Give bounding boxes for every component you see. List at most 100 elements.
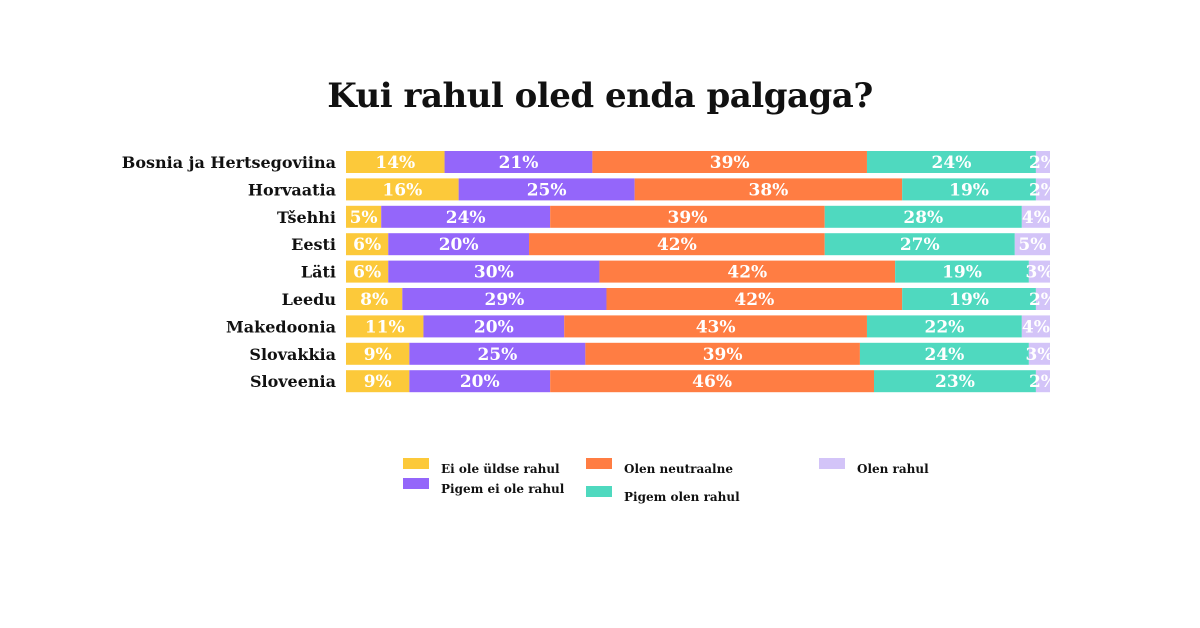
bar-segment-bosnia-ja-hertsegoviina-ei-ole-uldse-rahul bbox=[346, 151, 445, 173]
value-label-eesti-olen-neutraalne: 42% bbox=[657, 235, 697, 255]
value-label-leedu-ei-ole-uldse-rahul: 8% bbox=[360, 290, 388, 310]
bar-segment-makedoonia-olen-neutraalne bbox=[564, 315, 867, 338]
bar-segment-horvaatia-olen-rahul bbox=[1035, 178, 1050, 201]
bar-segment-leedu-ei-ole-uldse-rahul bbox=[346, 288, 403, 310]
value-label-eesti-ei-ole-uldse-rahul: 6% bbox=[353, 235, 381, 255]
value-label-sloveenia-pigem-olen-rahul: 23% bbox=[935, 372, 975, 392]
bar-segment-lati-olen-rahul bbox=[1028, 260, 1050, 283]
value-label-sloveenia-olen-rahul: 2% bbox=[1029, 372, 1057, 392]
value-label-leedu-olen-neutraalne: 42% bbox=[734, 290, 774, 310]
value-label-tsehhi-pigem-olen-rahul: 28% bbox=[903, 208, 943, 228]
value-label-lati-pigem-ei-ole-rahul: 30% bbox=[474, 263, 514, 283]
value-label-horvaatia-pigem-olen-rahul: 19% bbox=[949, 180, 989, 200]
category-label-leedu: Leedu bbox=[282, 290, 337, 309]
value-label-tsehhi-pigem-ei-ole-rahul: 24% bbox=[446, 208, 486, 228]
category-label-bosnia-ja-hertsegoviina: Bosnia ja Hertsegoviina bbox=[122, 153, 336, 172]
bar-segment-eesti-pigem-olen-rahul bbox=[824, 233, 1015, 256]
value-label-tsehhi-olen-neutraalne: 39% bbox=[668, 208, 708, 228]
bar-segment-eesti-pigem-ei-ole-rahul bbox=[388, 233, 530, 256]
value-label-leedu-olen-rahul: 2% bbox=[1029, 290, 1057, 310]
bar-segment-sloveenia-pigem-ei-ole-rahul bbox=[409, 370, 551, 393]
category-label-sloveenia: Sloveenia bbox=[250, 372, 336, 391]
bar-segment-eesti-ei-ole-uldse-rahul bbox=[346, 233, 389, 256]
bar-segment-horvaatia-ei-ole-uldse-rahul bbox=[346, 178, 459, 201]
bar-segment-eesti-olen-rahul bbox=[1014, 233, 1050, 256]
bar-segment-slovakkia-ei-ole-uldse-rahul bbox=[346, 342, 410, 365]
value-label-horvaatia-ei-ole-uldse-rahul: 16% bbox=[382, 180, 422, 200]
value-label-horvaatia-olen-rahul: 2% bbox=[1029, 180, 1057, 200]
category-label-tsehhi: Tšehhi bbox=[277, 208, 336, 227]
value-label-makedoonia-olen-neutraalne: 43% bbox=[696, 317, 736, 337]
value-label-makedoonia-pigem-ei-ole-rahul: 20% bbox=[474, 317, 514, 337]
value-label-slovakkia-pigem-olen-rahul: 24% bbox=[924, 345, 964, 365]
bar-segment-tsehhi-pigem-ei-ole-rahul bbox=[381, 205, 551, 228]
category-label-lati: Läti bbox=[301, 263, 336, 282]
bar-segment-lati-pigem-olen-rahul bbox=[895, 260, 1029, 283]
value-label-eesti-pigem-ei-ole-rahul: 20% bbox=[439, 235, 479, 255]
value-label-lati-olen-neutraalne: 42% bbox=[727, 263, 767, 283]
value-label-eesti-olen-rahul: 5% bbox=[1018, 235, 1046, 255]
bar-segment-sloveenia-olen-rahul bbox=[1035, 370, 1050, 393]
bar-segment-tsehhi-pigem-olen-rahul bbox=[824, 205, 1022, 228]
value-label-bosnia-ja-hertsegoviina-olen-rahul: 2% bbox=[1029, 153, 1057, 173]
category-label-horvaatia: Horvaatia bbox=[248, 180, 336, 199]
value-label-sloveenia-olen-neutraalne: 46% bbox=[692, 372, 732, 392]
value-label-sloveenia-pigem-ei-ole-rahul: 20% bbox=[460, 372, 500, 392]
bar-segment-bosnia-ja-hertsegoviina-olen-rahul bbox=[1035, 151, 1050, 173]
bar-segment-leedu-olen-neutraalne bbox=[606, 288, 903, 310]
value-label-lati-olen-rahul: 3% bbox=[1025, 263, 1053, 283]
value-label-leedu-pigem-ei-ole-rahul: 29% bbox=[484, 290, 524, 310]
value-label-makedoonia-pigem-olen-rahul: 22% bbox=[924, 317, 964, 337]
value-label-slovakkia-pigem-ei-ole-rahul: 25% bbox=[477, 345, 517, 365]
bar-segment-makedoonia-pigem-olen-rahul bbox=[866, 315, 1022, 338]
bar-segment-lati-ei-ole-uldse-rahul bbox=[346, 260, 389, 283]
value-label-lati-pigem-olen-rahul: 19% bbox=[942, 263, 982, 283]
bar-segment-leedu-olen-rahul bbox=[1035, 288, 1050, 310]
bar-segment-sloveenia-ei-ole-uldse-rahul bbox=[346, 370, 410, 393]
bar-segment-makedoonia-olen-rahul bbox=[1021, 315, 1050, 338]
bar-segment-slovakkia-olen-rahul bbox=[1028, 342, 1050, 365]
bar-segment-slovakkia-pigem-olen-rahul bbox=[859, 342, 1029, 365]
value-label-bosnia-ja-hertsegoviina-pigem-ei-ole-rahul: 21% bbox=[499, 153, 539, 173]
bar-segment-sloveenia-pigem-olen-rahul bbox=[874, 370, 1036, 393]
bar-segment-bosnia-ja-hertsegoviina-pigem-olen-rahul bbox=[866, 151, 1036, 173]
value-label-tsehhi-ei-ole-uldse-rahul: 5% bbox=[350, 208, 378, 228]
value-label-leedu-pigem-olen-rahul: 19% bbox=[949, 290, 989, 310]
value-label-makedoonia-olen-rahul: 4% bbox=[1022, 317, 1050, 337]
bar-segment-horvaatia-olen-neutraalne bbox=[634, 178, 903, 201]
value-label-eesti-pigem-olen-rahul: 27% bbox=[900, 235, 940, 255]
bar-segment-leedu-pigem-ei-ole-rahul bbox=[402, 288, 607, 310]
value-label-slovakkia-ei-ole-uldse-rahul: 9% bbox=[364, 345, 392, 365]
value-label-slovakkia-olen-neutraalne: 39% bbox=[703, 345, 743, 365]
bar-segment-slovakkia-pigem-ei-ole-rahul bbox=[409, 342, 586, 365]
value-label-sloveenia-ei-ole-uldse-rahul: 9% bbox=[364, 372, 392, 392]
bar-segment-lati-pigem-ei-ole-rahul bbox=[388, 260, 600, 283]
value-label-makedoonia-ei-ole-uldse-rahul: 11% bbox=[365, 317, 405, 337]
value-label-slovakkia-olen-rahul: 3% bbox=[1025, 345, 1053, 365]
bar-segment-horvaatia-pigem-ei-ole-rahul bbox=[458, 178, 635, 201]
bar-segment-bosnia-ja-hertsegoviina-olen-neutraalne bbox=[592, 151, 867, 173]
category-label-eesti: Eesti bbox=[291, 235, 336, 254]
value-label-tsehhi-olen-rahul: 4% bbox=[1022, 208, 1050, 228]
bar-segment-lati-olen-neutraalne bbox=[599, 260, 896, 283]
chart-title: Kui rahul oled enda palgaga? bbox=[327, 76, 873, 116]
bar-segment-slovakkia-olen-neutraalne bbox=[585, 342, 860, 365]
bar-segment-leedu-pigem-olen-rahul bbox=[902, 288, 1036, 310]
value-label-bosnia-ja-hertsegoviina-pigem-olen-rahul: 24% bbox=[932, 153, 972, 173]
bar-segment-tsehhi-ei-ole-uldse-rahul bbox=[346, 205, 382, 228]
bar-segment-tsehhi-olen-neutraalne bbox=[550, 205, 825, 228]
value-label-horvaatia-pigem-ei-ole-rahul: 25% bbox=[527, 180, 567, 200]
category-label-slovakkia: Slovakkia bbox=[249, 345, 336, 364]
category-label-makedoonia: Makedoonia bbox=[226, 317, 336, 336]
value-label-lati-ei-ole-uldse-rahul: 6% bbox=[353, 263, 381, 283]
bar-segment-eesti-olen-neutraalne bbox=[529, 233, 825, 256]
value-label-bosnia-ja-hertsegoviina-ei-ole-uldse-rahul: 14% bbox=[375, 153, 415, 173]
bar-segment-tsehhi-olen-rahul bbox=[1021, 205, 1050, 228]
bar-segment-horvaatia-pigem-olen-rahul bbox=[902, 178, 1036, 201]
bars-layer: Bosnia ja Hertsegoviina 14% 21% 39% 24% 2% Hor… bbox=[122, 151, 1057, 393]
bar-segment-makedoonia-ei-ole-uldse-rahul bbox=[346, 315, 424, 338]
bar-segment-bosnia-ja-hertsegoviina-pigem-ei-ole-rahul bbox=[444, 151, 593, 173]
value-label-horvaatia-olen-neutraalne: 38% bbox=[748, 180, 788, 200]
